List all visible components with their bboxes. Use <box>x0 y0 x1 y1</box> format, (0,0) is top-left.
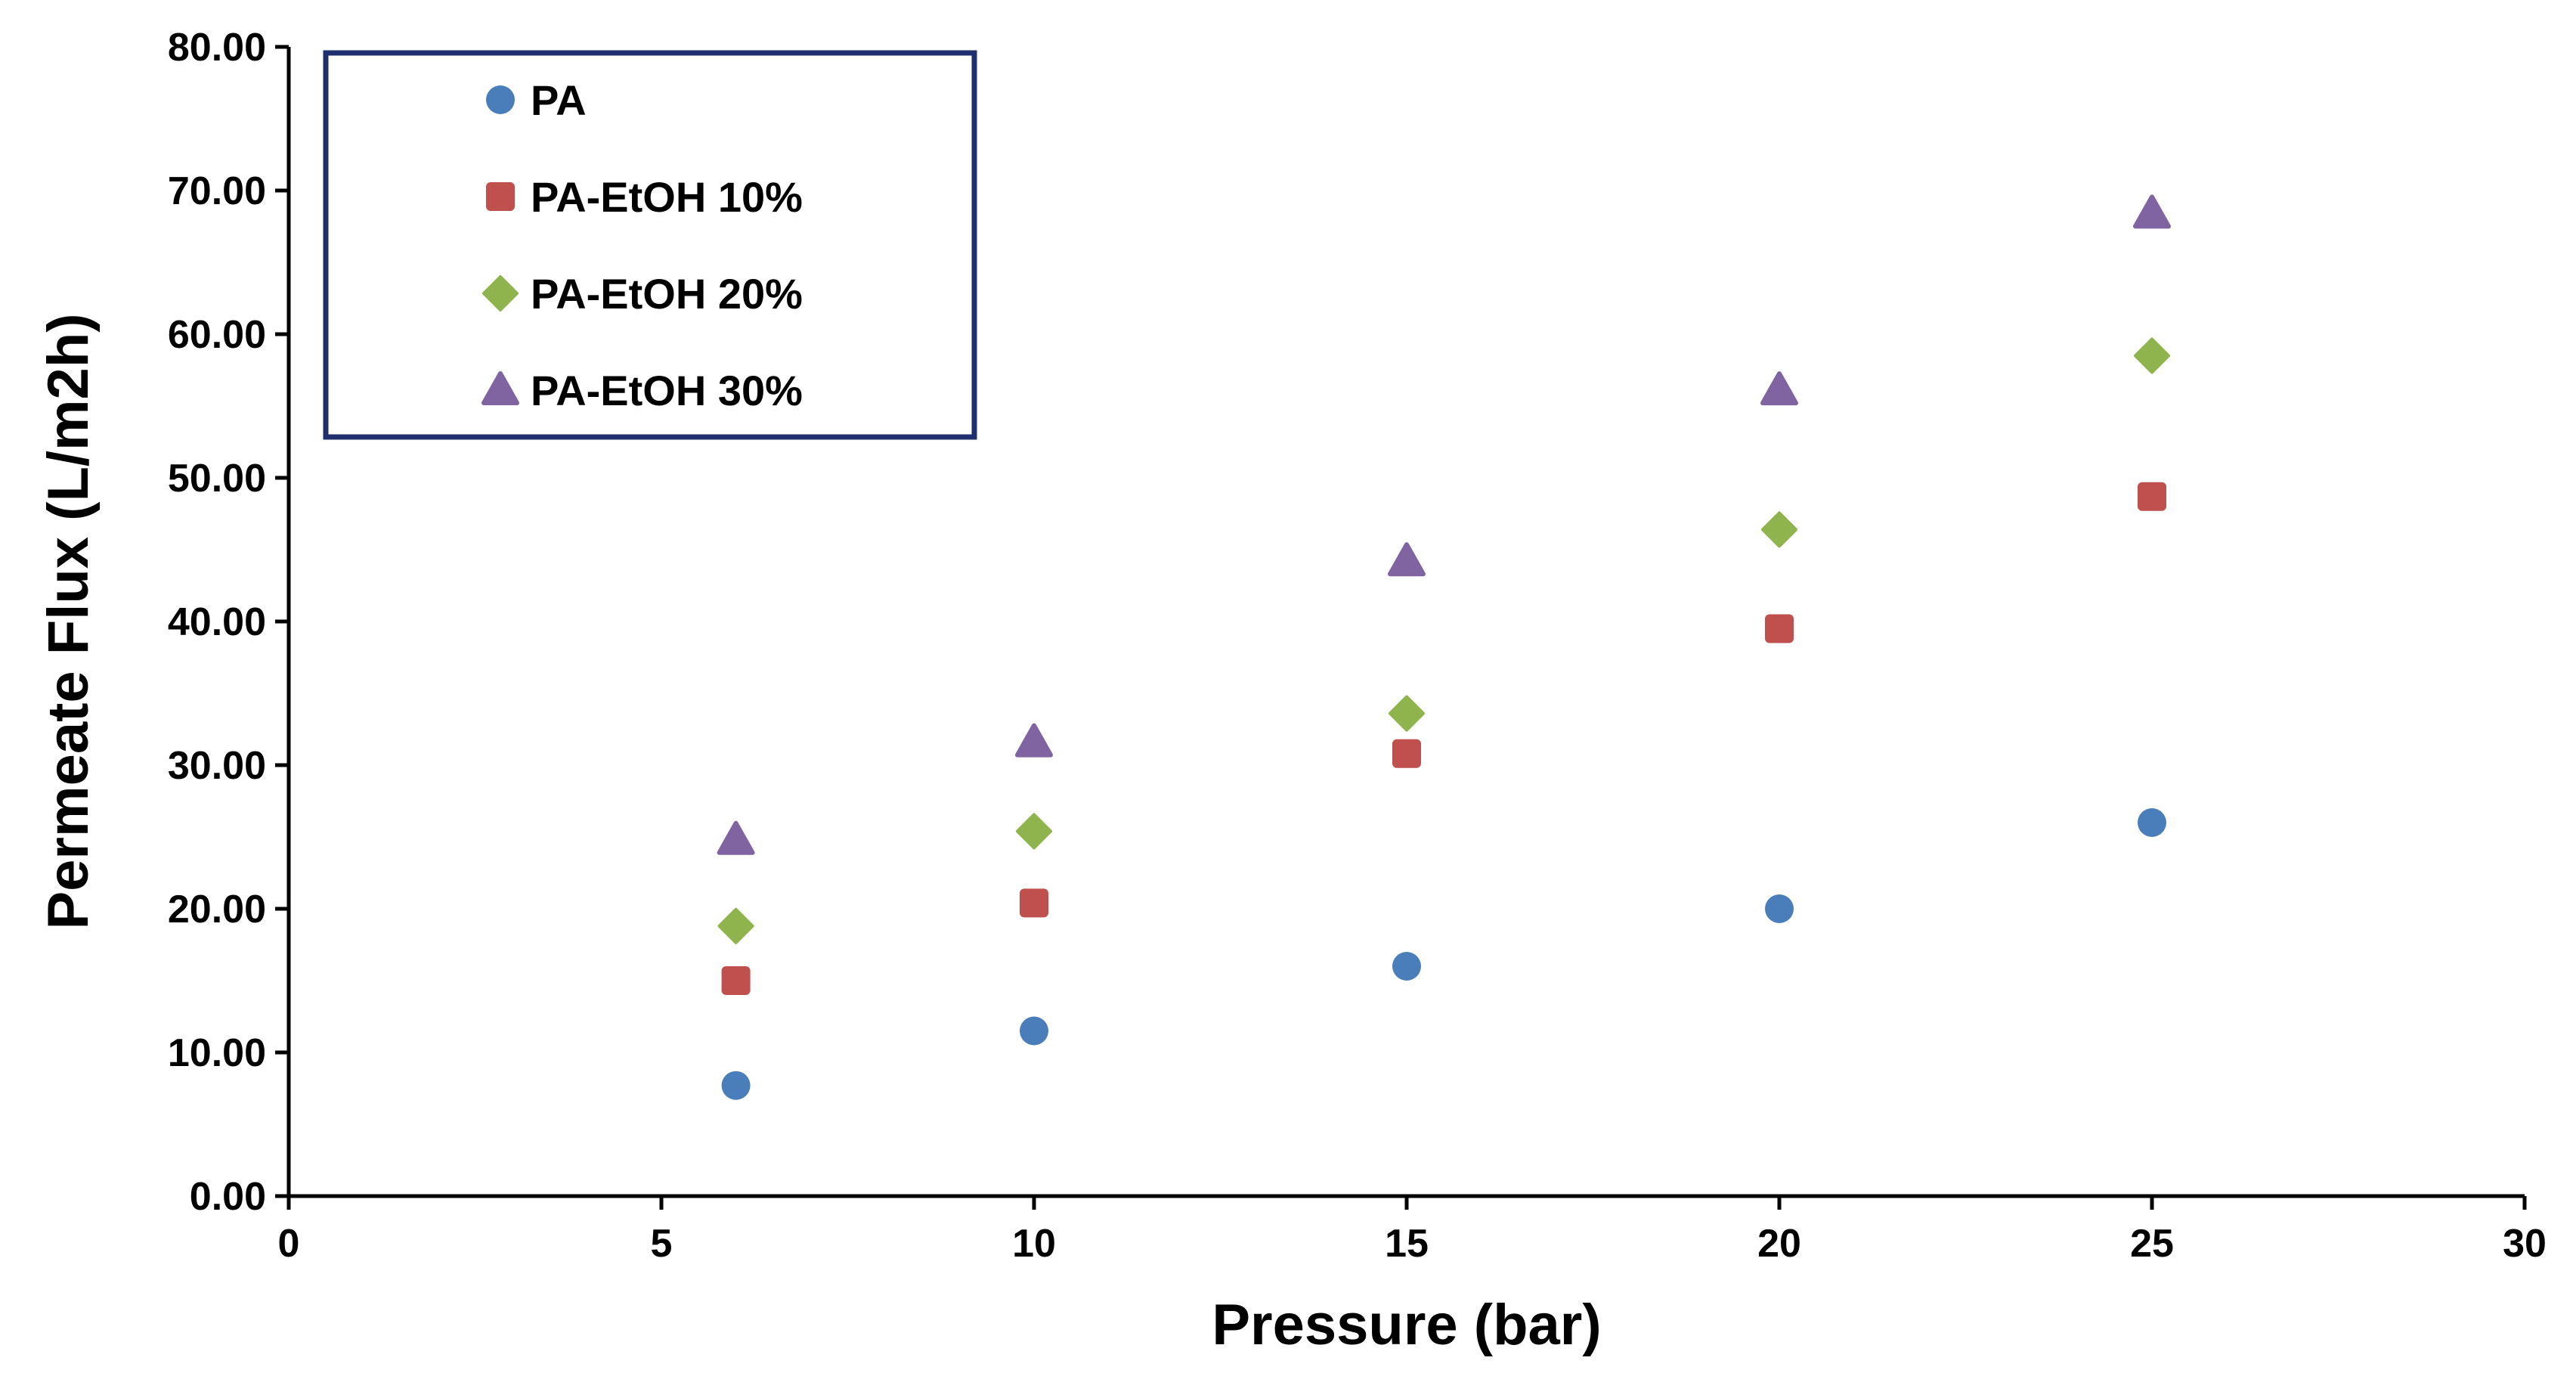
data-point <box>1761 511 1797 548</box>
data-point <box>2134 337 2170 374</box>
series-3 <box>717 337 2170 944</box>
legend-marker <box>481 371 519 405</box>
data-point <box>1765 894 1794 923</box>
data-point <box>1016 813 1052 850</box>
data-point <box>721 1071 751 1100</box>
data-point <box>2138 482 2166 511</box>
series-2 <box>721 482 2166 995</box>
data-point <box>717 820 755 855</box>
y-tick-label: 30.00 <box>168 744 266 788</box>
series-1 <box>721 808 2166 1100</box>
legend-item: PA-EtOH 20% <box>482 270 803 318</box>
y-tick-label: 40.00 <box>168 600 266 644</box>
x-tick-label: 5 <box>651 1222 673 1266</box>
data-point <box>2133 194 2171 229</box>
legend: PA PA-EtOH 10% PA-EtOH 20% PA-EtOH 30% <box>323 50 977 440</box>
legend-item: PA <box>486 76 587 124</box>
x-axis-title: Pressure (bar) <box>1212 1293 1601 1357</box>
y-tick-label: 50.00 <box>168 457 266 501</box>
legend-label: PA-EtOH 30% <box>531 367 803 414</box>
data-point <box>1392 739 1421 768</box>
x-tick-label: 25 <box>2130 1222 2174 1266</box>
y-tick-label: 10.00 <box>168 1031 266 1075</box>
y-tick-label: 20.00 <box>168 888 266 931</box>
legend-label: PA-EtOH 20% <box>531 270 803 318</box>
y-tick-label: 0.00 <box>190 1175 266 1219</box>
legend-marker <box>486 85 515 114</box>
legend-label: PA <box>531 76 587 124</box>
data-point <box>1388 542 1426 577</box>
legend-item: PA-EtOH 10% <box>486 173 803 221</box>
data-point <box>721 966 751 995</box>
y-tick-label: 70.00 <box>168 169 266 213</box>
y-tick-label: 60.00 <box>168 313 266 357</box>
x-ticks: 0 5 10 15 20 25 30 <box>278 1196 2547 1266</box>
data-point <box>717 907 754 944</box>
legend-marker <box>486 182 515 211</box>
legend-box <box>323 50 977 440</box>
data-point <box>1015 723 1053 758</box>
y-axis-title: Permeate Flux (L/m2h) <box>36 313 101 929</box>
y-tick-label: 80.00 <box>168 26 266 70</box>
data-point <box>1765 614 1794 643</box>
y-ticks: 0.00 10.00 20.00 30.00 40.00 50.00 60.00 70.00 8… <box>168 26 289 1219</box>
series-4 <box>717 194 2171 855</box>
x-tick-label: 20 <box>1757 1222 1801 1266</box>
x-tick-label: 15 <box>1385 1222 1429 1266</box>
x-tick-label: 0 <box>278 1222 300 1266</box>
x-tick-label: 30 <box>2503 1222 2547 1266</box>
legend-label: PA-EtOH 10% <box>531 173 803 221</box>
data-points <box>717 194 2171 1100</box>
legend-marker <box>482 275 519 311</box>
data-point <box>2138 808 2166 837</box>
data-point <box>1389 695 1425 732</box>
data-point <box>1760 371 1798 406</box>
x-tick-label: 10 <box>1012 1222 1056 1266</box>
legend-item: PA-EtOH 30% <box>481 367 803 414</box>
data-point <box>1020 888 1048 918</box>
data-point <box>1392 952 1421 981</box>
data-point <box>1020 1016 1048 1046</box>
